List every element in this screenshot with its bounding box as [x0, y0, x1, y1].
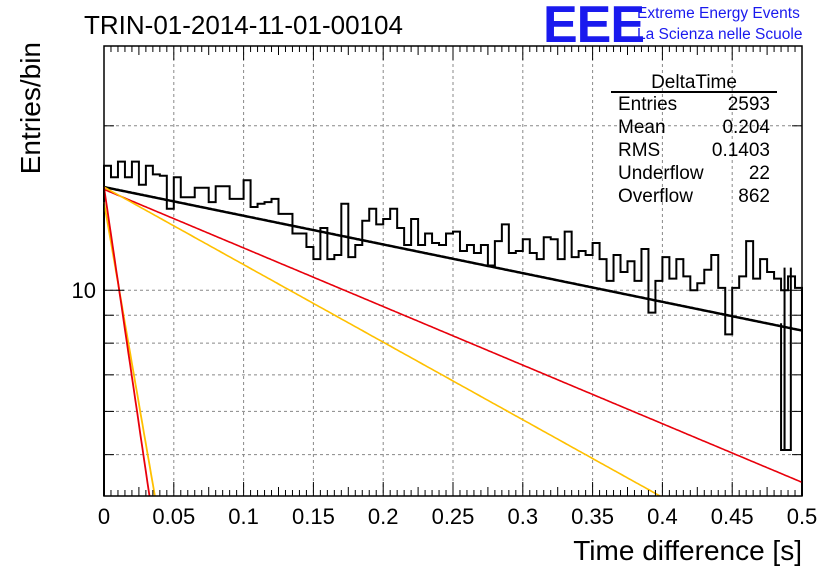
- stats-row-label: Overflow: [618, 186, 693, 207]
- ticks: [103, 46, 803, 496]
- x-tick-label: 0: [98, 504, 110, 529]
- fit-curve: [103, 201, 156, 497]
- x-tick-label: 0.25: [432, 504, 475, 529]
- fit-curve: [103, 186, 151, 497]
- logo-text: EEE: [543, 0, 644, 54]
- histogram: [103, 160, 803, 496]
- eee-logo: EEE Extreme Energy Events La Scienza nel…: [543, 0, 802, 54]
- histogram-spike: [783, 267, 792, 451]
- stats-row-label: RMS: [618, 140, 660, 161]
- fit-curve: [103, 185, 803, 332]
- x-axis-title: Time difference [s]: [573, 535, 802, 566]
- x-tick-label: 0.2: [368, 504, 399, 529]
- y-tick-label: 10: [72, 278, 96, 303]
- stats-box: DeltaTime Entries 2593 Mean 0.204 RMS 0.1403 U…: [611, 72, 777, 207]
- stats-row-value: 862: [738, 186, 770, 207]
- x-tick-label: 0.1: [228, 504, 259, 529]
- x-tick-label: 0.15: [292, 504, 335, 529]
- x-tick-label: 0.45: [711, 504, 754, 529]
- stats-row-value: 0.204: [722, 117, 770, 138]
- fit-curve: [103, 186, 661, 497]
- stats-row-label: Entries: [618, 94, 677, 115]
- fit-curve: [103, 188, 803, 484]
- x-tick-label: 0.5: [787, 504, 818, 529]
- stats-rows: Entries 2593 Mean 0.204 RMS 0.1403 Underflow 22…: [618, 94, 770, 207]
- y-axis-title: Entries/bin: [15, 42, 46, 174]
- logo-line-2: La Scienza nelle Scuole: [637, 26, 802, 43]
- stats-row-label: Underflow: [618, 163, 704, 184]
- chart-title: TRIN-01-2014-11-01-00104: [84, 10, 403, 40]
- x-tick-label: 0.05: [152, 504, 195, 529]
- stats-row-label: Mean: [618, 117, 666, 138]
- grid: [104, 46, 802, 496]
- stats-row-value: 2593: [728, 94, 770, 115]
- x-tick-label: 0.35: [571, 504, 614, 529]
- stats-row-value: 22: [749, 163, 770, 184]
- tick-labels: 0 0.05 0.1 0.15 0.2 0.25 0.3 0.35 0.4 0.45 0.5 10: [72, 278, 818, 529]
- histogram-outline: [103, 160, 803, 496]
- fit-curves: [103, 185, 803, 497]
- logo-line-1: Extreme Energy Events: [637, 5, 800, 22]
- x-tick-label: 0.3: [508, 504, 539, 529]
- stats-name: DeltaTime: [651, 72, 737, 93]
- stats-row-value: 0.1403: [712, 140, 770, 161]
- x-tick-label: 0.4: [647, 504, 678, 529]
